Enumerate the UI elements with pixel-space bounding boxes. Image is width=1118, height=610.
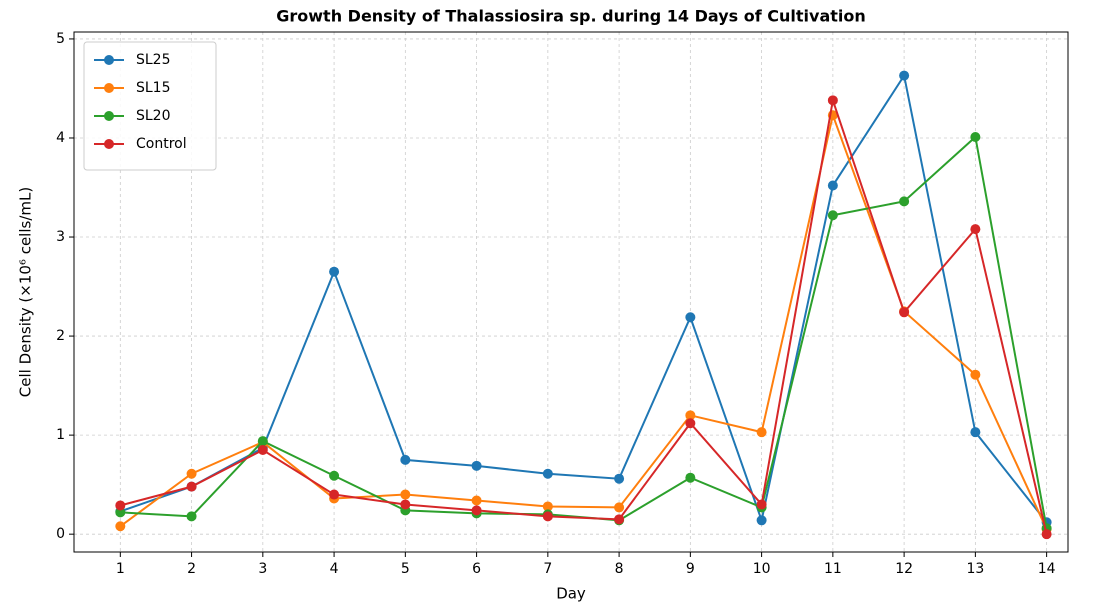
data-point [970,131,981,142]
data-point [115,521,126,532]
data-point [685,410,696,421]
x-tick-label: 1 [116,561,125,577]
y-tick-label: 2 [56,328,65,344]
data-point [970,427,981,438]
x-tick-label: 6 [472,561,481,577]
x-tick-label: 11 [824,561,842,577]
data-point [471,505,482,516]
x-tick-label: 5 [401,561,410,577]
data-point [756,427,767,438]
plot-frame [73,31,1069,553]
data-point [329,470,340,481]
data-point [186,468,197,479]
legend-label: SL15 [136,80,171,96]
x-tick-label: 14 [1038,561,1056,577]
data-point [827,180,838,191]
data-point [756,515,767,526]
data-point [614,514,625,525]
data-point [542,468,553,479]
x-tick-label: 7 [543,561,552,577]
x-tick-label: 13 [966,561,984,577]
data-point [970,224,981,235]
data-point [400,489,411,500]
data-point [400,499,411,510]
series-line [120,100,1048,535]
data-point [970,369,981,380]
x-axis-label: Day [556,585,586,603]
y-tick-label: 3 [56,229,65,245]
series-line [120,135,1048,529]
y-tick-label: 1 [56,427,65,443]
y-axis-label: Cell Density (×10⁶ cells/mL) [17,187,35,397]
data-point [329,489,340,500]
data-point [614,473,625,484]
x-tick-label: 10 [753,561,771,577]
x-tick-label: 4 [330,561,339,577]
data-point [471,460,482,471]
data-point [400,454,411,465]
y-tick-label: 5 [56,31,65,47]
series-line [119,72,1048,524]
legend-marker [104,55,114,65]
legend-label: SL25 [136,52,171,68]
data-point [329,266,340,277]
x-tick-label: 3 [258,561,267,577]
data-point [115,500,126,511]
data-point [899,196,910,207]
data-point [756,499,767,510]
data-point [614,502,625,513]
data-point [257,444,268,455]
data-point [827,210,838,221]
legend-box [83,41,217,171]
x-tick-label: 8 [615,561,624,577]
data-point [186,481,197,492]
legend-marker [104,139,114,149]
x-tick-label: 9 [686,561,695,577]
data-point [1041,529,1052,540]
legend-label: SL20 [136,108,171,124]
data-point [685,312,696,323]
data-point [542,511,553,522]
legend-marker [104,111,114,121]
y-tick-label: 0 [56,526,65,542]
data-point [827,95,838,106]
y-tick-label: 4 [56,130,65,146]
data-point [899,70,910,81]
chart-title: Growth Density of Thalassiosira sp. duri… [276,7,866,26]
series-line [119,111,1048,530]
data-point [115,507,126,518]
data-point [685,418,696,429]
data-point [685,472,696,483]
data-point [542,501,553,512]
data-point [257,436,268,447]
data-point [186,511,197,522]
legend-marker [104,83,114,93]
x-tick-label: 2 [187,561,196,577]
data-point [899,307,910,318]
data-point [471,495,482,506]
x-tick-label: 12 [895,561,913,577]
legend-label: Control [136,136,187,152]
